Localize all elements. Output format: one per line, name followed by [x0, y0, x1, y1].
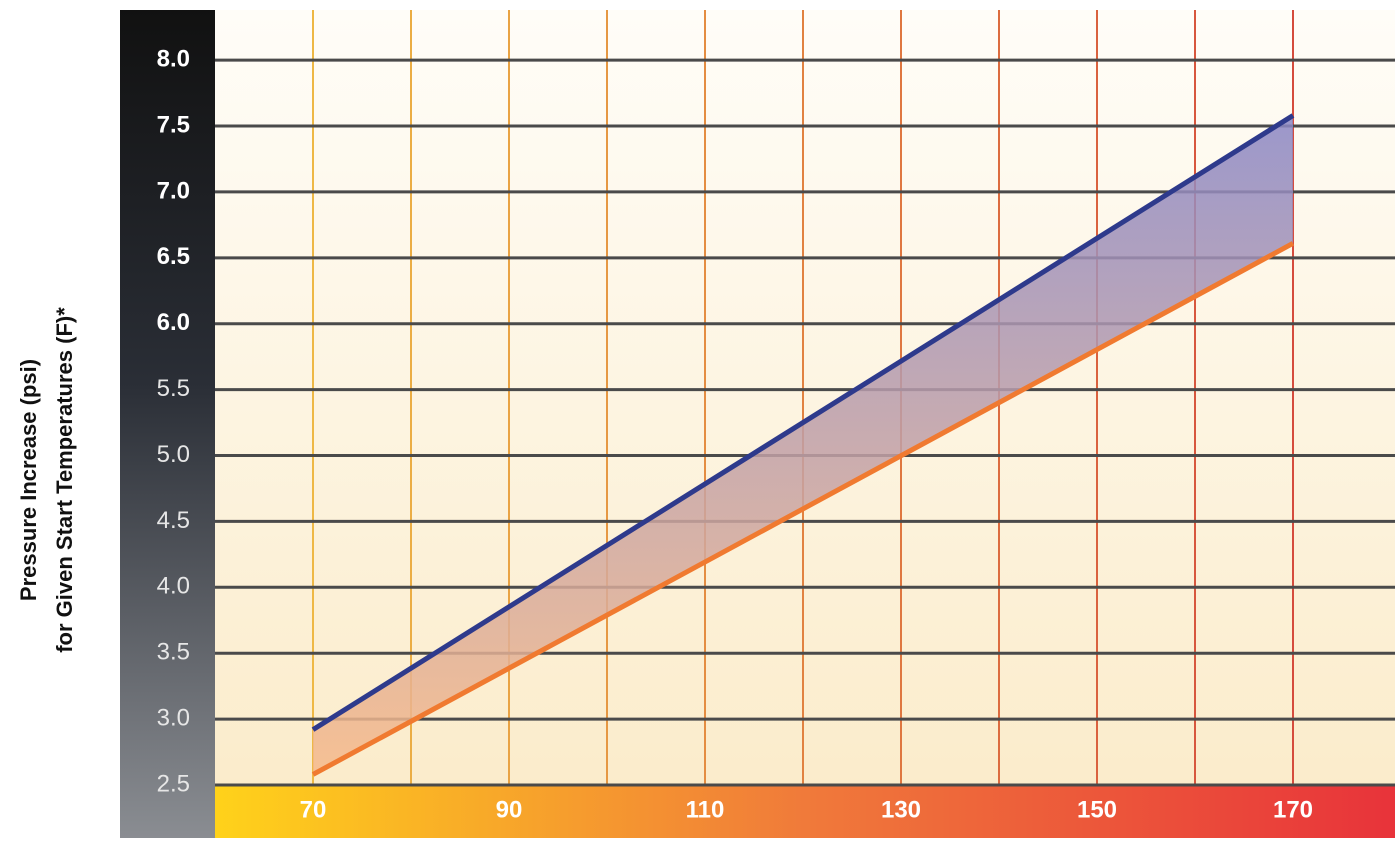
y-tick-label: 4.0 — [157, 573, 190, 600]
line — [311, 113, 1295, 732]
y-axis-label: for Given Start Temperatures (F)* — [52, 307, 77, 653]
y-tick-label: 8.0 — [157, 45, 190, 72]
y-tick-label: 5.0 — [157, 441, 190, 468]
y-axis-label: Pressure Increase (psi) — [16, 359, 41, 601]
x-tick-label: 150 — [1077, 796, 1117, 823]
y-tick-label: 6.0 — [157, 309, 190, 336]
x-tick-label: 130 — [881, 796, 921, 823]
y-axis-panel — [120, 10, 215, 838]
y-tick-label: 7.0 — [157, 177, 190, 204]
y-tick-label: 3.0 — [157, 704, 190, 731]
y-tick-label: 2.5 — [157, 770, 190, 797]
y-tick-label: 5.5 — [157, 375, 190, 402]
y-tick-label: 4.5 — [157, 507, 190, 534]
y-tick-label: 3.5 — [157, 639, 190, 666]
y-tick-label: 6.5 — [157, 243, 190, 270]
band-fill — [313, 115, 1293, 775]
x-tick-label: 110 — [686, 796, 725, 823]
y-tick-label: 7.5 — [157, 111, 190, 138]
x-tick-label: 90 — [496, 796, 523, 823]
x-tick-label: 70 — [300, 796, 327, 823]
x-axis-band — [215, 785, 1395, 838]
line — [311, 241, 1295, 777]
x-tick-label: 170 — [1273, 796, 1313, 823]
